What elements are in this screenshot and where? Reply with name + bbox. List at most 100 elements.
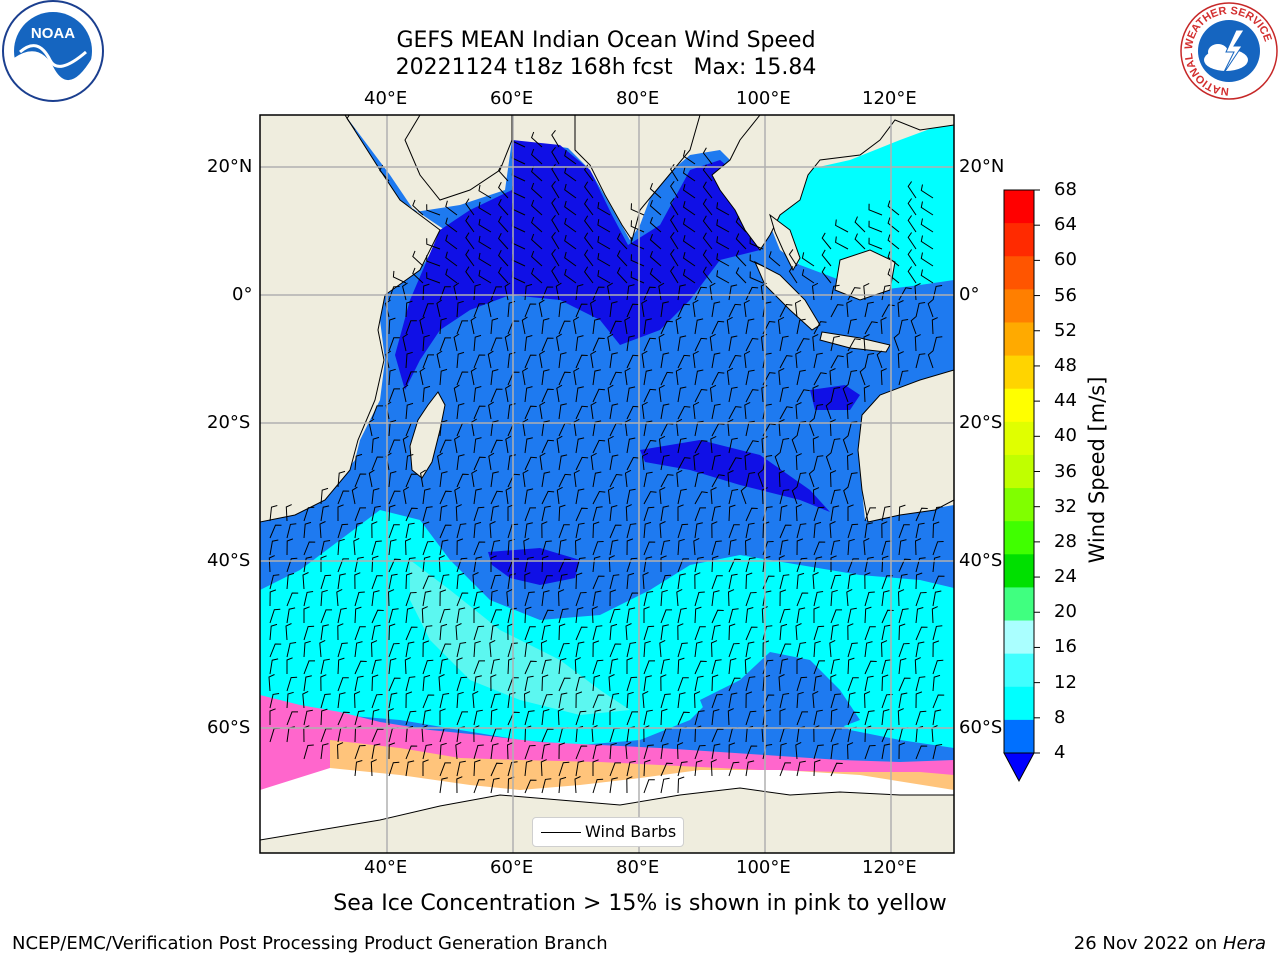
wind-barb — [898, 692, 908, 709]
wind-barb — [269, 539, 279, 556]
wind-barb — [439, 658, 449, 675]
wind-barb — [456, 320, 468, 335]
colorbar-segment — [1004, 620, 1034, 655]
wind-barb — [539, 401, 546, 420]
wind-barb — [524, 335, 533, 352]
wind-barb — [881, 540, 892, 556]
wind-barb — [541, 624, 551, 641]
wind-barb — [445, 234, 458, 250]
wind-barb — [796, 711, 808, 726]
wind-barb — [388, 504, 396, 522]
wind-barb — [351, 486, 358, 505]
wind-barb — [439, 589, 447, 607]
wind-barb — [740, 486, 747, 505]
wind-barb — [575, 405, 588, 420]
wind-barb — [626, 456, 640, 471]
wind-barb — [558, 742, 566, 760]
wind-barb — [487, 350, 494, 369]
wind-barb — [371, 436, 380, 454]
wind-barb — [269, 693, 280, 709]
wind-barb — [303, 640, 311, 658]
wind-barb — [470, 316, 477, 335]
colorbar-segment — [1004, 521, 1034, 555]
wind-barb — [402, 435, 409, 454]
wind-barb — [641, 299, 648, 318]
wind-barb — [847, 657, 855, 675]
wind-barb — [711, 728, 724, 743]
wind-barb — [478, 269, 492, 284]
wind-barb — [881, 659, 892, 675]
wind-barb — [456, 403, 465, 420]
wind-barb — [779, 762, 791, 777]
colorbar-tick-label: 56 — [1054, 284, 1077, 306]
wind-barb — [426, 255, 441, 267]
wind-barb — [507, 504, 514, 521]
wind-barb — [694, 626, 706, 641]
wind-barb — [583, 215, 594, 233]
wind-barb — [609, 708, 616, 725]
wind-barb — [626, 538, 634, 556]
wind-barb — [564, 234, 577, 250]
wind-barb — [847, 692, 856, 709]
wind-barb — [268, 555, 275, 573]
colorbar-segment — [1004, 289, 1034, 323]
wind-barb — [616, 267, 628, 284]
wind-barb — [744, 453, 751, 471]
wind-barb — [456, 557, 468, 573]
wind-barb — [779, 693, 790, 709]
wind-barb — [830, 609, 842, 624]
wind-barb — [649, 183, 662, 199]
wind-barb — [801, 269, 815, 284]
wind-barb — [564, 149, 577, 165]
wind-barb — [575, 456, 589, 471]
wind-barb — [728, 504, 736, 522]
wind-barb — [932, 541, 944, 556]
wind-barb — [405, 507, 418, 522]
wind-barb — [777, 316, 785, 335]
wind-barb — [779, 355, 793, 369]
wind-barb — [658, 333, 665, 352]
wind-barb — [728, 573, 738, 590]
wind-barb — [456, 776, 463, 794]
wind-barb — [402, 333, 409, 352]
wind-barb — [728, 539, 737, 556]
wind-barb — [813, 591, 824, 607]
wind-barb — [626, 760, 636, 777]
wind-barb — [910, 316, 917, 335]
wind-barb — [796, 338, 810, 352]
arabia-land — [404, 115, 513, 201]
wind-barb — [286, 592, 299, 607]
wind-barb — [405, 300, 413, 318]
wind-barb — [887, 217, 900, 233]
wind-barb — [337, 523, 349, 539]
wind-barb — [445, 268, 458, 284]
wind-barb — [388, 368, 396, 386]
wind-barb — [830, 574, 842, 590]
wind-barb — [676, 588, 683, 607]
wind-barb — [473, 506, 485, 522]
wind-barb — [354, 453, 363, 471]
wind-barb — [456, 607, 466, 624]
wind-barb — [682, 200, 696, 216]
wind-barb — [626, 335, 635, 352]
wind-barb — [745, 369, 755, 386]
wind-barb — [286, 572, 295, 590]
wind-barb — [749, 254, 764, 267]
wind-barb — [762, 521, 770, 539]
wind-barb — [626, 642, 637, 658]
wind-barb — [445, 217, 458, 233]
wind-barb — [728, 457, 742, 471]
wind-barb — [649, 200, 662, 216]
wind-barb — [558, 558, 571, 573]
wind-barb — [426, 238, 441, 250]
wind-barb — [643, 759, 651, 777]
wind-barb — [473, 488, 482, 505]
wind-barb — [490, 743, 499, 760]
wind-barb — [541, 505, 551, 522]
wind-barb — [456, 691, 464, 709]
wind-barb — [404, 538, 412, 556]
wind-barb — [575, 303, 588, 318]
colorbar-tick-label: 28 — [1054, 530, 1077, 552]
wind-barb — [727, 589, 735, 607]
wind-barb — [541, 609, 554, 624]
